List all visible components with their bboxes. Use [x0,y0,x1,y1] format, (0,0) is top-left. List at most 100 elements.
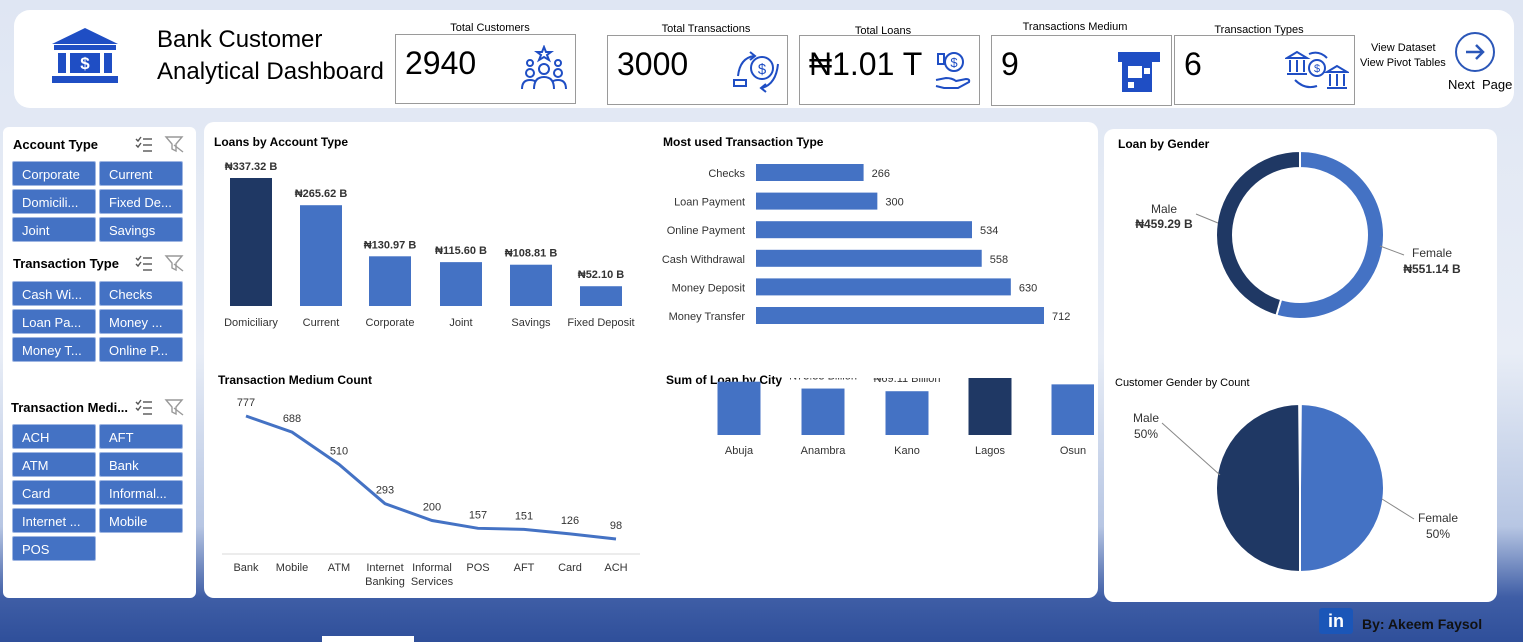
transaction-medium-slicer-item[interactable]: ACH [12,424,96,449]
value-male: ₦459.29 B [1135,217,1193,231]
bar-savings[interactable] [510,264,552,306]
bar-current[interactable] [300,205,342,306]
bar-domiciliary[interactable] [230,178,272,306]
next-page-button[interactable] [1455,32,1495,72]
transaction-type-slicer-item[interactable]: Cash Wi... [12,281,96,306]
bar-abuja[interactable] [717,381,761,435]
data-label: 630 [1019,282,1037,294]
transaction-type-slicer-item[interactable]: Loan Pa... [12,309,96,334]
bar-money-transfer[interactable] [756,307,1044,324]
transaction-type-slicer-item[interactable]: Online P... [99,337,183,362]
kpi-total-customers-label: Total Customers [450,22,530,34]
category-label: Card [558,562,582,574]
kpi-transactions-medium-card[interactable]: 9 [991,35,1172,106]
people-icon [520,44,568,96]
clear-filter-icon[interactable] [164,399,184,416]
bar-cash-withdrawal[interactable] [756,249,982,267]
multi-select-icon[interactable] [135,136,152,152]
slice-male[interactable] [1215,402,1301,574]
category-label: POS [466,562,489,574]
series-line [245,414,617,541]
bar-money-deposit[interactable] [756,278,1011,296]
svg-text:$: $ [80,54,90,73]
arrow-right-icon [1466,44,1485,60]
account-type-slicer-item[interactable]: Current [99,161,183,186]
chart-loan-by-city: ₦84.14 BillionAbuja₦73.33 BillionAnambra… [717,378,1095,457]
data-label: 300 [885,197,903,209]
author-credit: By: Akeem Faysol [1362,616,1483,632]
data-label: 126 [561,515,579,527]
bar-fixed-deposit[interactable] [580,286,622,306]
slice-male[interactable] [1215,149,1301,317]
multi-select-icon[interactable] [135,399,152,415]
sheet-tab[interactable] [322,636,414,642]
kpi-transaction-types-card[interactable]: 6 $ [1174,35,1355,105]
clear-filter-icon[interactable] [164,136,184,153]
value-female: 50% [1426,527,1450,541]
view-dataset-link[interactable]: View Dataset [1371,42,1436,54]
category-label: Fixed Deposit [567,317,634,329]
chart-most-used-type: Checks 266 Loan Payment 300 Online Payment 53… [662,164,1070,324]
data-label: 688 [283,413,301,425]
bar-loan-payment[interactable] [756,192,878,210]
transaction-medium-slicer-item[interactable]: Informal... [99,480,183,505]
clear-filter-icon[interactable] [164,255,184,272]
data-label: ₦337.32 B [225,161,278,173]
bar-joint[interactable] [440,262,482,306]
kpi-transaction-types-value: 6 [1184,46,1202,82]
transaction-type-slicer-item[interactable]: Money T... [12,337,96,362]
transaction-medium-slicer-item[interactable]: Card [12,480,96,505]
slice-female[interactable] [1299,402,1385,574]
bar-lagos[interactable] [968,378,1012,435]
chart-title-gender-count: Customer Gender by Count [1115,377,1250,389]
linkedin-icon[interactable]: in [1319,608,1353,634]
account-type-slicer-item[interactable]: Corporate [12,161,96,186]
data-label: 200 [423,502,441,514]
account-type-slicer-item[interactable]: Fixed De... [99,189,183,214]
account-type-slicer-item[interactable]: Domicili... [12,189,96,214]
multi-select-icon[interactable] [135,255,152,271]
category-label: Abuja [725,445,754,457]
bar-kano[interactable] [885,391,929,435]
category-label: Domiciliary [224,317,278,329]
label-female: Female [1418,511,1458,525]
slice-female[interactable] [1275,149,1385,320]
title-line-1: Bank Customer [157,26,323,53]
slicer-transaction-type-title: Transaction Type [13,256,119,271]
bar-corporate[interactable] [369,256,411,306]
transaction-type-slicer-item[interactable]: Checks [99,281,183,306]
bar-checks[interactable] [756,164,864,181]
category-label: ACH [604,562,627,574]
category-label: Osun [1060,445,1086,457]
bank-transfer-icon: $ [1283,50,1351,97]
transaction-medium-slicer-item[interactable]: AFT [99,424,183,449]
transaction-type-slicer-item[interactable]: Money ... [99,309,183,334]
category-label: Online Payment [667,225,745,237]
slicer-account-type-tools [134,135,184,153]
slicer-transaction-medium-tools [134,398,184,416]
category-label: Services [411,576,454,588]
page-label[interactable]: Page [1482,77,1513,92]
transaction-medium-slicer-item[interactable]: Internet ... [12,508,96,533]
transaction-medium-slicer-item[interactable]: Mobile [99,508,183,533]
kpi-total-transactions-card[interactable]: 3000 $ [607,35,788,105]
transaction-medium-slicer-item[interactable]: POS [12,536,96,561]
view-pivot-tables-link[interactable]: View Pivot Tables [1360,57,1446,69]
category-label: Informal [412,562,452,574]
kpi-total-customers-card[interactable]: 2940 [395,34,576,104]
account-type-slicer-item[interactable]: Joint [12,217,96,242]
bar-osun[interactable] [1051,384,1095,435]
bar-anambra[interactable] [801,388,845,435]
transaction-medium-slicer-item[interactable]: Bank [99,452,183,477]
kpi-total-loans-value: ₦1.01 T [809,46,923,82]
main-charts-panel: Loans by Account Type ₦337.32 B Domicilia… [204,122,1098,598]
next-label[interactable]: Next [1448,77,1475,92]
category-label: Corporate [366,317,415,329]
account-type-slicer-item[interactable]: Savings [99,217,183,242]
value-male: 50% [1134,427,1158,441]
transaction-medium-slicer-item[interactable]: ATM [12,452,96,477]
kpi-total-loans-card[interactable]: ₦1.01 T $ [799,35,980,105]
leader-line [1195,213,1219,224]
data-label: 712 [1052,311,1070,323]
bar-online-payment[interactable] [756,221,972,239]
